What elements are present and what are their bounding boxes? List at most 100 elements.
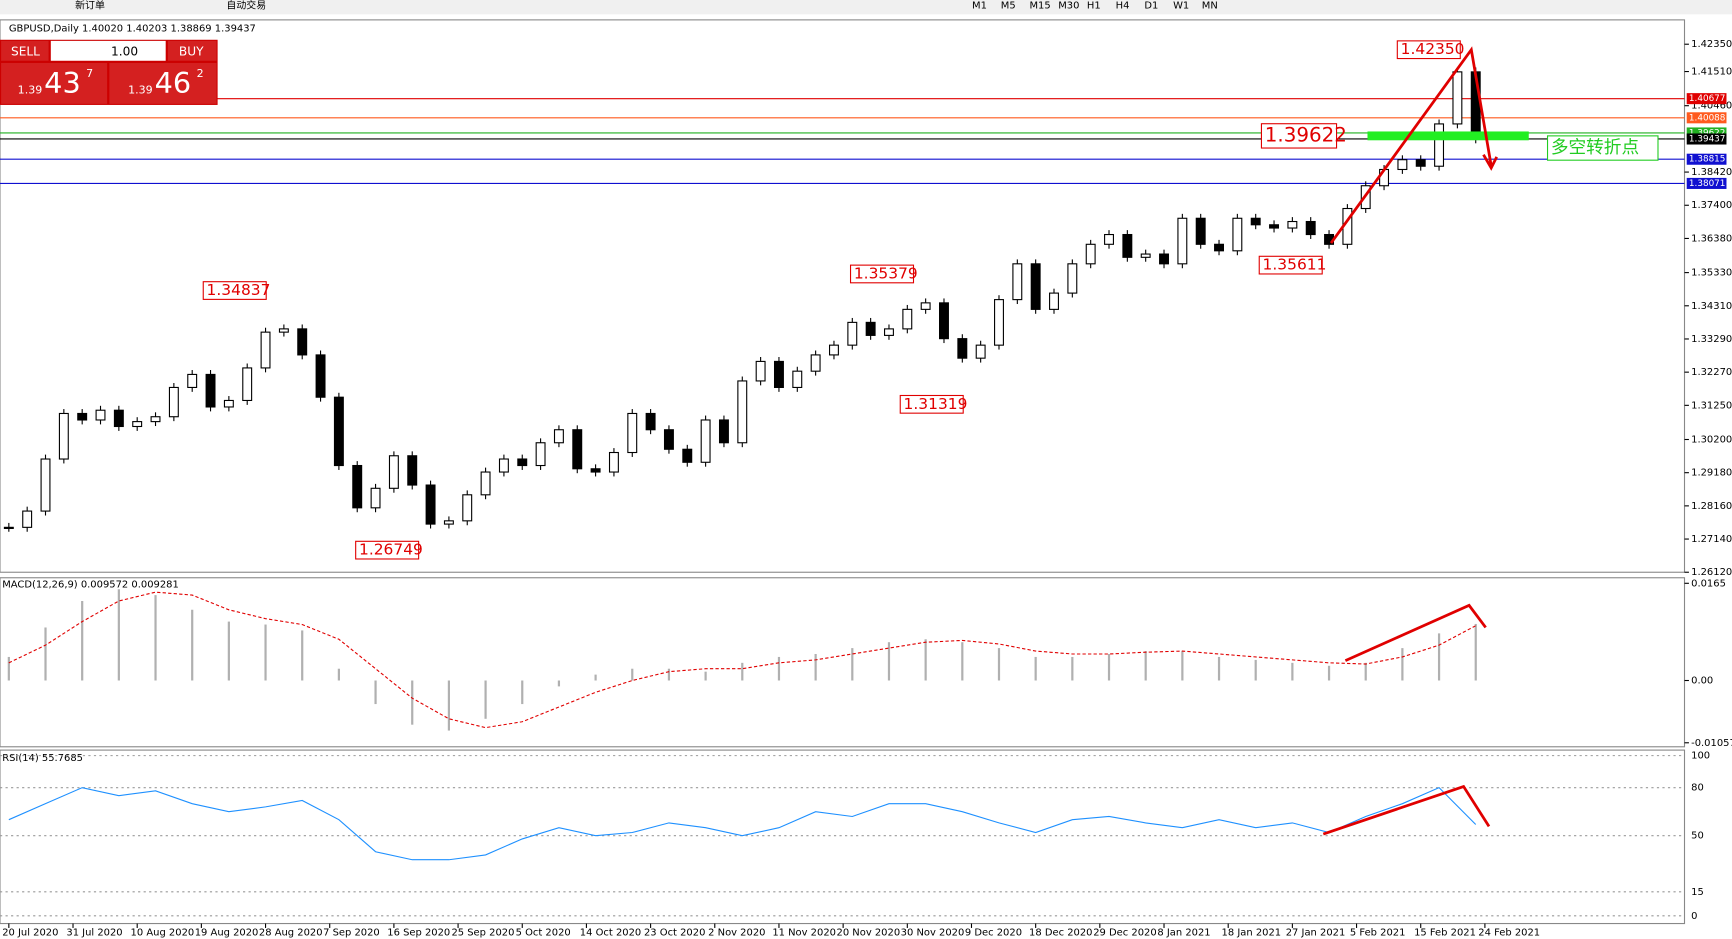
toolbar-button[interactable]: 新订单 — [75, 0, 105, 12]
bid-main: 43 — [44, 66, 81, 100]
candle-body — [957, 338, 968, 359]
x-tick-label: 20 Nov 2020 — [837, 927, 901, 938]
note: 多空转折点 — [1551, 137, 1639, 158]
candle-body — [1159, 253, 1169, 265]
candle-body — [884, 328, 894, 336]
price-tag — [1686, 112, 1727, 124]
y-tick-label: 1.37400 — [1691, 200, 1732, 211]
candle-body — [333, 396, 344, 467]
timeframe-button[interactable]: D1 — [1144, 1, 1158, 12]
candle-body — [1287, 220, 1298, 229]
lots-field[interactable] — [50, 40, 166, 61]
candle-body — [572, 429, 583, 470]
toolbar-button[interactable]: 自动交易 — [226, 0, 266, 12]
candle-body — [1250, 217, 1261, 226]
candle-body — [1140, 253, 1151, 258]
x-tick-label: 15 Feb 2021 — [1414, 927, 1476, 938]
candle-body — [40, 458, 51, 512]
timeframe-button[interactable]: MN — [1202, 1, 1218, 12]
lots-value[interactable]: 1.00 — [111, 44, 138, 58]
y-tick-label: 1.32270 — [1691, 367, 1732, 378]
annotation: 1.26749 — [359, 541, 423, 559]
ask-box[interactable] — [109, 62, 217, 104]
y-tick-label: 1.41510 — [1691, 67, 1732, 78]
timeframe-button[interactable]: M1 — [972, 1, 987, 12]
x-tick-label: 16 Sep 2020 — [387, 927, 450, 938]
candle-body — [297, 328, 308, 356]
ask-main: 46 — [155, 66, 192, 100]
timeframe-button[interactable]: H1 — [1087, 1, 1101, 12]
candle-body — [1232, 217, 1243, 252]
trend-arrow — [1344, 603, 1487, 662]
timeframe-button[interactable]: H4 — [1116, 1, 1130, 12]
ask-big: 1.39 — [128, 84, 153, 97]
candle-body — [498, 458, 509, 473]
timeframe-button[interactable]: M15 — [1029, 1, 1050, 12]
candle-body — [77, 412, 88, 421]
x-tick-label: 5 Feb 2021 — [1350, 927, 1406, 938]
candle-body — [608, 451, 619, 473]
candle-body — [407, 455, 418, 486]
buy-label[interactable]: BUY — [179, 44, 204, 58]
price-tag-label: 1.39437 — [1689, 134, 1726, 144]
candle-body — [553, 429, 564, 444]
candle-body — [902, 308, 913, 330]
candle-body — [682, 448, 693, 463]
candle-body — [792, 370, 803, 388]
price-tag-label: 1.38071 — [1689, 179, 1726, 189]
timeframe-button[interactable]: M30 — [1058, 1, 1079, 12]
y-tick-label: 1.36380 — [1691, 233, 1732, 244]
candle-body — [1452, 71, 1463, 125]
y-tick-label: 1.30200 — [1691, 435, 1732, 446]
candle-body — [1305, 220, 1316, 236]
annotation-box — [355, 540, 420, 560]
candle-body — [443, 520, 454, 525]
bid-box[interactable] — [1, 62, 108, 104]
candle-body — [425, 484, 436, 525]
candle-body — [773, 360, 784, 388]
annotation: 1.35611 — [1263, 256, 1327, 274]
y-tick-label: 50 — [1691, 831, 1704, 842]
candle-body — [1177, 217, 1188, 265]
buy-button[interactable] — [167, 40, 217, 61]
candle-body — [1195, 217, 1206, 245]
candle-body — [168, 386, 179, 418]
candle-body — [663, 429, 674, 450]
y-tick-label: 1.28160 — [1691, 501, 1732, 512]
y-tick-label: 1.38420 — [1691, 167, 1732, 178]
price-pane — [0, 19, 1686, 573]
annotation: 1.35379 — [854, 264, 918, 282]
x-tick-label: 30 Nov 2020 — [901, 927, 965, 938]
candle-body — [95, 409, 106, 421]
candle-body — [1415, 159, 1426, 167]
note-box — [1546, 135, 1659, 161]
candle-body — [480, 471, 491, 496]
price-tag — [1686, 153, 1727, 165]
annotation-box — [1258, 255, 1323, 275]
trend-arrow — [1329, 46, 1493, 244]
order-panel: SELL 1.00 BUY 1.39 43 7 1.39 46 2 — [0, 39, 218, 105]
candle-body — [994, 299, 1004, 346]
candle-body — [1397, 159, 1408, 171]
candle-body — [1030, 263, 1041, 310]
sell-button[interactable] — [1, 40, 49, 61]
rsi-pane — [0, 749, 1686, 925]
candle-body — [223, 399, 234, 408]
y-tick-label: 1.33290 — [1691, 334, 1732, 345]
sell-label[interactable]: SELL — [11, 44, 40, 58]
arrows — [1322, 46, 1498, 836]
candle-body — [920, 302, 931, 310]
timeframe-button[interactable]: M5 — [1001, 1, 1016, 12]
candle-body — [847, 321, 858, 346]
candle-body — [315, 354, 326, 398]
x-tick-label: 27 Jan 2021 — [1286, 927, 1346, 938]
candle-body — [58, 412, 69, 460]
x-tick-label: 20 Jul 2020 — [2, 927, 58, 938]
candle-body — [1049, 292, 1059, 310]
y-tick-label: 1.34310 — [1691, 301, 1732, 312]
y-tick-label: 1.42350 — [1691, 39, 1732, 50]
candle-body — [205, 373, 216, 408]
candle-body — [1214, 243, 1224, 252]
timeframe-button[interactable]: W1 — [1173, 1, 1189, 12]
